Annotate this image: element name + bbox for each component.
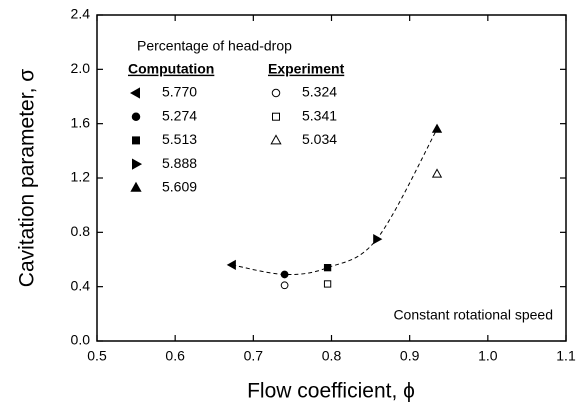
y-axis-label: Cavitation parameter, σ	[16, 69, 39, 287]
fit-line	[232, 128, 438, 276]
marker	[431, 123, 443, 133]
legend-group-title: Computation	[128, 61, 214, 77]
y-tick-label: 2.4	[71, 6, 91, 22]
legend-label: 5.324	[302, 84, 337, 100]
marker	[270, 134, 282, 145]
legend-label: 5.888	[162, 155, 197, 171]
x-tick-label: 0.9	[400, 348, 420, 364]
y-tick-label: 0.4	[71, 277, 91, 293]
marker	[272, 112, 280, 121]
legend-title: Percentage of head-drop	[137, 38, 292, 54]
x-tick-label: 1.1	[556, 348, 576, 364]
x-tick-label: 1.0	[478, 348, 498, 364]
marker	[226, 259, 236, 271]
marker	[130, 181, 142, 192]
legend-label: 5.341	[302, 107, 337, 123]
marker	[280, 281, 289, 290]
marker	[132, 158, 143, 170]
marker	[431, 168, 443, 178]
legend-label: 5.609	[162, 179, 197, 195]
x-tick-label: 0.5	[87, 348, 107, 364]
marker	[280, 270, 289, 279]
x-tick-label: 0.7	[244, 348, 264, 364]
x-tick-label: 0.8	[322, 348, 342, 364]
marker	[323, 264, 332, 272]
y-tick-label: 1.2	[71, 169, 91, 185]
marker	[323, 280, 332, 288]
marker	[131, 112, 141, 121]
x-axis-label: Flow coefficient, ϕ	[247, 380, 415, 403]
y-tick-label: 2.0	[71, 60, 91, 76]
legend-label: 5.770	[162, 84, 197, 100]
y-tick-label: 1.6	[71, 114, 91, 130]
legend-label: 5.034	[302, 131, 337, 147]
annotation: Constant rotational speed	[393, 307, 553, 323]
marker	[132, 136, 140, 145]
marker	[373, 233, 383, 245]
y-tick-label: 0.8	[71, 223, 91, 239]
marker	[129, 87, 140, 99]
marker	[271, 88, 281, 98]
legend-group-title: Experiment	[268, 61, 345, 77]
legend-label: 5.274	[162, 107, 197, 123]
x-tick-label: 0.6	[165, 348, 185, 364]
y-tick-label: 0.0	[71, 332, 91, 348]
legend-label: 5.513	[162, 131, 197, 147]
